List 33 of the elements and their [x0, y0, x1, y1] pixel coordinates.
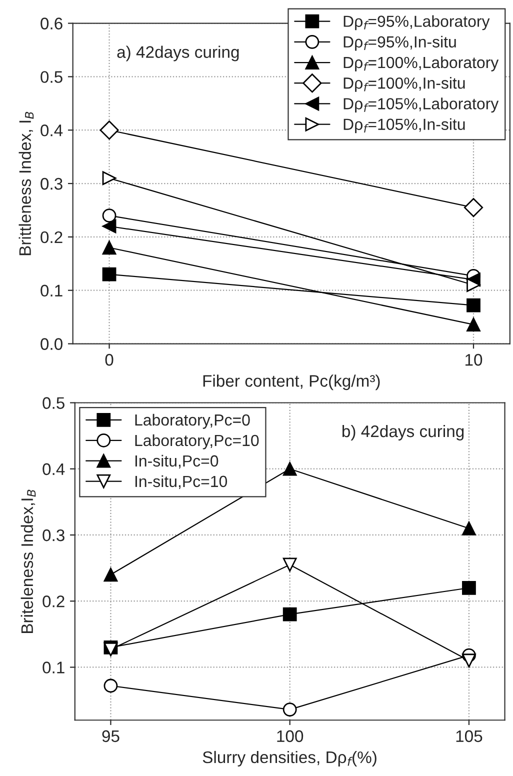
y-tick-label: 0.4	[42, 463, 65, 476]
y-tick-label: 0.1	[42, 662, 64, 674]
annotation: b) 42days curing	[342, 424, 464, 440]
y-tick-label: 0.1	[40, 284, 62, 297]
legend-label: Dρ$_{f}$=95%,Laboratory	[344, 15, 490, 30]
legend-label: In-situ,Pc=0	[135, 454, 218, 468]
legend-label: Dρ$_{f}$=100%,Laboratory	[344, 56, 499, 72]
y-axis-title: Briteleness Index,I$_{B}$	[20, 490, 36, 633]
y-tick-label: 0.5	[42, 397, 64, 409]
legend-label: Laboratory,Pc=0	[135, 414, 250, 429]
annotation: a) 42days curing	[117, 46, 239, 62]
y-tick-label: 0.4	[40, 124, 63, 136]
x-tick-label: 100	[277, 730, 304, 742]
legend-label: Dρ$_{f}$=105%,In-situ	[344, 118, 465, 134]
y-tick-label: 0.2	[40, 231, 62, 244]
x-tick-label: 10	[466, 354, 482, 366]
legend-label: Laboratory,Pc=10	[135, 434, 259, 450]
y-tick-label: 0.3	[42, 529, 64, 542]
legend-label: Dρ$_{f}$=100%,In-situ	[344, 77, 465, 92]
x-axis-title: Slurry densities, Dρ$_{f}$(%)	[202, 750, 376, 766]
legend-label: Dρ$_{f}$=95%,In-situ	[344, 36, 456, 51]
y-axis-title: Brittleness Index, I$_{B}$	[18, 112, 34, 256]
x-tick-label: 0	[105, 354, 114, 366]
y-tick-label: 0.6	[40, 18, 62, 30]
x-tick-label: 105	[456, 730, 482, 742]
y-tick-label: 0.2	[42, 596, 64, 608]
legend-label: In-situ,Pc=10	[135, 475, 228, 489]
y-tick-label: 0.0	[40, 338, 62, 350]
legend-label: Dρ$_{f}$=105%,Laboratory	[344, 98, 499, 113]
x-tick-label: 95	[102, 730, 120, 742]
x-axis-title: Fiber content, Pc(kg/m³)	[203, 374, 380, 390]
y-tick-label: 0.5	[40, 71, 62, 83]
y-tick-label: 0.3	[40, 178, 62, 190]
